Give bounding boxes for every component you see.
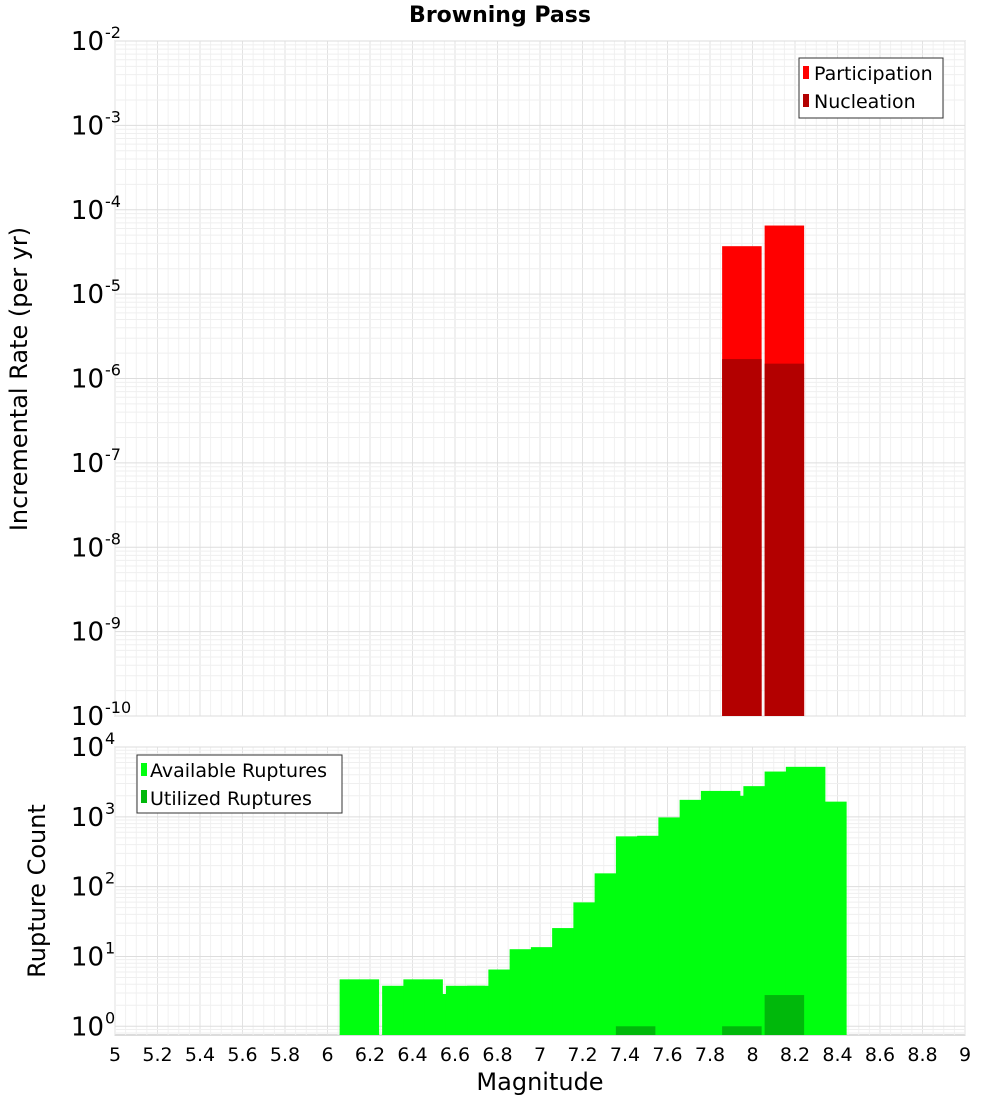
bottom-plot-bars (339, 766, 847, 1035)
legend-swatch-participation (803, 66, 809, 79)
x-tick-label: 6.6 (440, 1044, 470, 1066)
x-tick-label: 5 (109, 1044, 121, 1066)
top-y-tick-exponent: -2 (105, 23, 121, 42)
top-y-tick-label: 10 (71, 280, 104, 310)
x-tick-label: 5.4 (185, 1044, 215, 1066)
bottom-y-tick-label: 10 (71, 733, 104, 763)
top-y-tick-exponent: -8 (105, 529, 121, 548)
chart-title: Browning Pass (409, 3, 591, 28)
top-y-tick-label: 10 (71, 618, 104, 648)
bar-utilized-ruptures-m7_45 (615, 1026, 656, 1035)
bottom-y-tick-label: 10 (71, 803, 104, 833)
top-y-tick-exponent: -6 (105, 361, 121, 380)
bar-utilized-ruptures-m7_95 (722, 1026, 762, 1035)
legend-swatch-available-ruptures (141, 763, 147, 776)
top-y-tick-exponent: -5 (105, 276, 121, 295)
legend-label-utilized-ruptures: Utilized Ruptures (150, 788, 312, 810)
top-y-tick-label: 10 (71, 111, 104, 141)
bar-nucleation-m8_15 (764, 363, 805, 716)
top-y-axis-label: Incremental Rate (per yr) (5, 227, 33, 531)
top-y-tick-exponent: -9 (105, 614, 121, 633)
top-plot-grid (114, 40, 966, 717)
top-y-tick-label: 10 (71, 449, 104, 479)
x-tick-label: 7.2 (567, 1044, 597, 1066)
bottom-legend[interactable]: Available Ruptures Utilized Ruptures (136, 754, 343, 814)
legend-label-available-ruptures: Available Ruptures (150, 760, 327, 782)
x-tick-label: 8.2 (780, 1044, 810, 1066)
legend-label-participation: Participation (814, 63, 933, 85)
top-y-tick-label: 10 (71, 533, 104, 563)
x-tick-label: 8.8 (907, 1044, 937, 1066)
bar-available-ruptures-m6_15 (339, 979, 380, 1035)
x-tick-label: 8.4 (822, 1044, 852, 1066)
top-legend-box (798, 57, 944, 119)
bottom-y-tick-label: 10 (71, 1012, 104, 1042)
bottom-y-axis-label: Rupture Count (23, 804, 51, 978)
bottom-y-tick-label: 10 (71, 942, 104, 972)
bar-utilized-ruptures-m8_15 (764, 995, 805, 1035)
top-y-tick-label: 10 (71, 27, 104, 57)
top-y-tick-label: 10 (71, 702, 104, 732)
x-tick-label: 5.6 (227, 1044, 257, 1066)
top-y-tick-exponent: -4 (105, 192, 121, 211)
bottom-y-tick-exponent: 4 (105, 729, 115, 748)
x-tick-label: 7.4 (610, 1044, 640, 1066)
x-tick-label: 8 (746, 1044, 758, 1066)
x-tick-label: 9 (959, 1044, 971, 1066)
top-legend[interactable]: Participation Nucleation (798, 57, 944, 119)
x-tick-label: 5.8 (270, 1044, 300, 1066)
x-tick-label: 7.6 (652, 1044, 682, 1066)
x-tick-label: 6.2 (355, 1044, 385, 1066)
bottom-y-tick-label: 10 (71, 873, 104, 903)
top-y-tick-label: 10 (71, 365, 104, 395)
bottom-y-tick-exponent: 0 (105, 1008, 115, 1027)
legend-label-nucleation: Nucleation (814, 91, 916, 113)
x-axis-label: Magnitude (476, 1068, 603, 1096)
bottom-y-tick-exponent: 2 (105, 869, 115, 888)
bottom-y-tick-exponent: 3 (105, 799, 115, 818)
bar-nucleation-m7_95 (722, 359, 762, 716)
bottom-legend-box (136, 754, 343, 814)
bar-available-ruptures-m8_35 (807, 801, 847, 1035)
x-tick-label: 8.6 (865, 1044, 895, 1066)
top-y-tick-exponent: -3 (105, 107, 121, 126)
legend-swatch-utilized-ruptures (141, 790, 147, 803)
x-tick-label: 6.4 (397, 1044, 427, 1066)
top-y-tick-label: 10 (71, 196, 104, 226)
x-tick-label: 5.2 (142, 1044, 172, 1066)
x-tick-label: 6.8 (482, 1044, 512, 1066)
x-axis-ticks: 5 5.2 5.4 5.6 5.8 6 6.2 6.4 6.6 6.8 7 7.2 7.4 7.6 7.8 8… (109, 1044, 971, 1066)
x-tick-label: 7 (534, 1044, 546, 1066)
bottom-y-tick-exponent: 1 (105, 938, 115, 957)
x-tick-label: 7.8 (695, 1044, 725, 1066)
top-y-tick-exponent: -10 (105, 698, 131, 717)
top-plot-bars (722, 225, 805, 716)
x-tick-label: 6 (321, 1044, 333, 1066)
legend-swatch-nucleation (803, 94, 809, 107)
top-y-tick-exponent: -7 (105, 445, 121, 464)
